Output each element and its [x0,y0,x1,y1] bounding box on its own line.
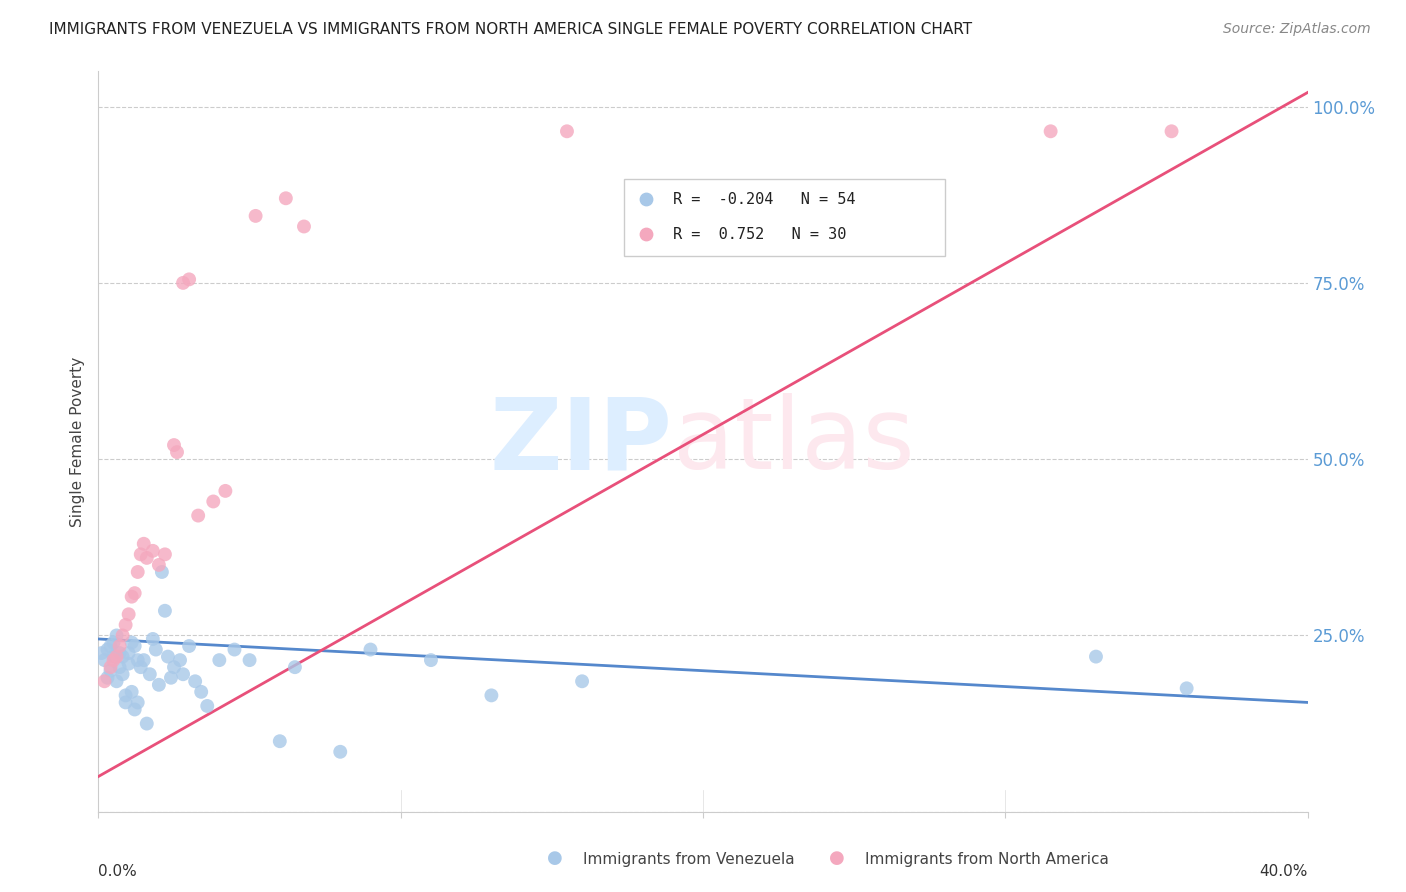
Point [114,695,136,709]
Point [148,678,170,692]
Point [153,604,176,618]
Point [103,653,125,667]
Point [169,653,191,667]
Point [105,674,128,689]
Point [103,649,125,664]
Y-axis label: Single Female Poverty: Single Female Poverty [70,357,86,526]
Text: R =  -0.204   N = 54: R = -0.204 N = 54 [673,192,855,207]
Text: 0.0%: 0.0% [98,863,138,879]
Text: 40.0%: 40.0% [1260,863,1308,879]
Point [555,124,578,138]
Point [153,547,176,561]
Point [179,272,201,286]
Point [148,558,170,572]
Point [129,547,152,561]
Point [1160,124,1182,138]
Point [100,664,122,678]
Point [108,660,131,674]
Point [132,537,155,551]
Point [172,276,194,290]
Text: IMMIGRANTS FROM VENEZUELA VS IMMIGRANTS FROM NORTH AMERICA SINGLE FEMALE POVERTY: IMMIGRANTS FROM VENEZUELA VS IMMIGRANTS … [49,22,973,37]
Point [160,671,183,685]
Point [121,590,143,604]
Point [284,660,307,674]
Point [118,657,141,671]
Point [96,671,118,685]
Point [135,550,157,565]
Point [142,544,165,558]
Point [184,674,207,689]
Point [150,565,173,579]
Point [142,632,165,646]
Point [124,586,146,600]
Point [420,653,443,667]
Text: atlas: atlas [672,393,914,490]
Point [111,649,134,664]
Text: Immigrants from North America: Immigrants from North America [865,852,1108,867]
Text: ●: ● [828,849,845,867]
Point [100,639,122,653]
Text: ●: ● [547,849,564,867]
Point [105,649,128,664]
Point [163,438,186,452]
Point [132,653,155,667]
Point [195,698,218,713]
Point [121,685,143,699]
Point [163,660,186,674]
Point [108,639,131,653]
Text: ZIP: ZIP [489,393,672,490]
Point [121,635,143,649]
FancyBboxPatch shape [624,178,945,257]
Point [481,689,503,703]
Point [105,628,128,642]
Point [187,508,209,523]
Point [114,618,136,632]
Point [114,689,136,703]
Point [214,483,236,498]
Text: Source: ZipAtlas.com: Source: ZipAtlas.com [1223,22,1371,37]
Text: R =  0.752   N = 30: R = 0.752 N = 30 [673,227,846,242]
Point [96,642,118,657]
Point [111,628,134,642]
Point [269,734,291,748]
Point [118,607,141,622]
Point [129,660,152,674]
Point [139,667,162,681]
Point [202,494,225,508]
Point [329,745,352,759]
Point [100,660,122,674]
Point [571,674,593,689]
Point [108,646,131,660]
Point [135,716,157,731]
Point [1039,124,1062,138]
Point [103,635,125,649]
Point [274,191,297,205]
Point [111,667,134,681]
Point [156,649,179,664]
Point [124,639,146,653]
Point [292,219,315,234]
Point [360,642,382,657]
Point [93,653,115,667]
Point [1085,649,1108,664]
Point [179,639,201,653]
Point [127,695,149,709]
Point [90,646,112,660]
Point [124,702,146,716]
Point [208,653,231,667]
Point [172,667,194,681]
Point [1175,681,1198,696]
Point [166,445,188,459]
Point [127,565,149,579]
Point [118,646,141,660]
Point [127,653,149,667]
Point [239,653,262,667]
Point [93,674,115,689]
Point [224,642,246,657]
Point [145,642,167,657]
Point [245,209,267,223]
Text: Immigrants from Venezuela: Immigrants from Venezuela [583,852,796,867]
Point [190,685,212,699]
